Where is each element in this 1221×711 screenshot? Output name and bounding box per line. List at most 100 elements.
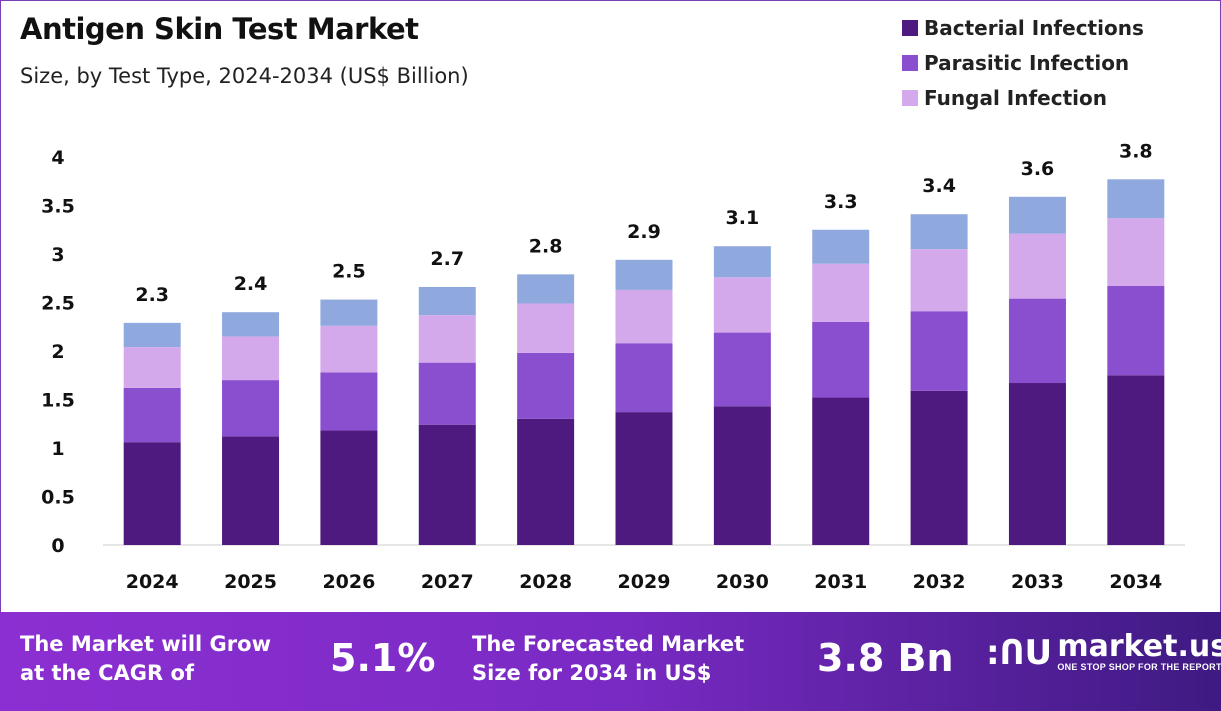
bar-segment — [615, 289, 673, 344]
bar-segment — [812, 397, 870, 545]
legend-swatch — [902, 19, 918, 36]
bar-segment — [517, 418, 575, 545]
bar-segment — [1107, 218, 1165, 287]
bar-segment — [713, 406, 771, 545]
total-label: 3.6 — [1021, 158, 1055, 180]
total-label: 2.8 — [529, 235, 563, 257]
x-tick-label: 2026 — [322, 571, 375, 593]
bar-segment — [910, 214, 968, 250]
bar-segment — [123, 347, 181, 388]
bar-segment — [910, 390, 968, 545]
market-us-logo: :ՈՍ market.us ONE STOP SHOP FOR THE REPOR… — [986, 632, 1221, 673]
cagr-label: The Market will Grow at the CAGR of — [20, 630, 271, 688]
bar-segment — [222, 436, 280, 545]
y-tick-label: 4 — [51, 147, 64, 169]
legend-label: Fungal Infection — [924, 85, 1107, 110]
bar-segment — [123, 322, 181, 348]
total-label: 3.1 — [726, 207, 760, 229]
legend: Bacterial Infections Parasitic Infection… — [902, 10, 1144, 115]
total-label: 2.4 — [234, 273, 268, 295]
y-tick-label: 3.5 — [41, 196, 75, 218]
x-tick-label: 2033 — [1011, 571, 1064, 593]
bar-segment — [123, 442, 181, 545]
chart-subtitle: Size, by Test Type, 2024-2034 (US$ Billi… — [20, 64, 469, 88]
legend-label: Bacterial Infections — [924, 15, 1144, 40]
bar-segment — [320, 372, 378, 431]
logo-tagline: ONE STOP SHOP FOR THE REPORTS — [1057, 662, 1221, 672]
x-tick-label: 2027 — [421, 571, 474, 593]
total-label: 2.3 — [135, 284, 169, 306]
forecast-value: 3.8 Bn — [817, 636, 954, 680]
x-tick-label: 2025 — [224, 571, 277, 593]
bar-segment — [222, 336, 280, 381]
y-tick-label: 1.5 — [41, 390, 75, 412]
bar-segment — [517, 303, 575, 353]
x-tick-label: 2028 — [519, 571, 572, 593]
legend-swatch — [902, 89, 918, 106]
bar-segment — [418, 424, 476, 545]
bar-segment — [222, 312, 280, 337]
y-tick-label: 0.5 — [41, 487, 75, 509]
legend-item-parasitic: Parasitic Infection — [902, 45, 1144, 80]
legend-item-bacterial: Bacterial Infections — [902, 10, 1144, 45]
y-tick-label: 3 — [51, 244, 64, 266]
total-label: 2.7 — [430, 248, 464, 270]
bar-segment — [812, 229, 870, 264]
y-tick-label: 0 — [51, 535, 64, 557]
bar-segment — [1107, 179, 1165, 219]
bar-segment — [615, 412, 673, 545]
x-tick-label: 2031 — [814, 571, 867, 593]
bar-segment — [1008, 298, 1066, 384]
cagr-label-line: The Market will Grow — [20, 632, 271, 656]
y-tick-label: 2.5 — [41, 293, 75, 315]
bar-chart: 0 0.5 1 1.5 2 2.5 3 3.5 4 2.3 2024 2.4 2025 2.5 2026 2.… — [41, 140, 1185, 593]
bar-segment — [910, 249, 968, 312]
bar-segment — [713, 246, 771, 278]
cagr-label-line: at the CAGR of — [20, 661, 195, 685]
bar-segment — [320, 325, 378, 373]
total-label: 2.5 — [332, 261, 366, 283]
logo-name: market.us — [1057, 629, 1221, 664]
y-tick-label: 1 — [51, 438, 64, 460]
bar-segment — [615, 343, 673, 413]
total-label: 3.8 — [1119, 140, 1153, 162]
legend-swatch — [902, 54, 918, 71]
legend-item-fungal: Fungal Infection — [902, 80, 1144, 115]
total-label: 2.9 — [627, 221, 661, 243]
x-tick-label: 2029 — [618, 571, 671, 593]
bar-segment — [418, 362, 476, 425]
logo-mark-icon: :ՈՍ — [986, 632, 1050, 673]
bar-segment — [1008, 233, 1066, 299]
bar-segment — [713, 277, 771, 333]
bar-segment — [123, 387, 181, 443]
x-tick-label: 2034 — [1109, 571, 1162, 593]
bar-segment — [222, 380, 280, 437]
x-tick-label: 2030 — [716, 571, 769, 593]
forecast-label-line: The Forecasted Market — [472, 632, 745, 656]
chart-title: Antigen Skin Test Market — [20, 12, 419, 46]
bar-segment — [418, 315, 476, 363]
x-tick-label: 2024 — [126, 571, 179, 593]
bar-segment — [615, 259, 673, 290]
total-label: 3.3 — [824, 191, 858, 213]
y-tick-label: 2 — [51, 341, 64, 363]
total-label: 3.4 — [922, 175, 956, 197]
bar-segment — [320, 299, 378, 326]
footer-banner: The Market will Grow at the CAGR of 5.1% … — [0, 612, 1221, 711]
bar-segment — [517, 274, 575, 304]
bar-segment — [713, 332, 771, 407]
bar-segment — [1107, 375, 1165, 545]
bar-segment — [517, 352, 575, 419]
forecast-label: The Forecasted Market Size for 2034 in US… — [472, 630, 744, 688]
legend-label: Parasitic Infection — [924, 50, 1130, 75]
x-tick-label: 2032 — [913, 571, 966, 593]
bar-segment — [1107, 286, 1165, 376]
bar-segment — [910, 311, 968, 391]
bar-segment — [812, 263, 870, 322]
bar-segment — [812, 321, 870, 398]
bar-segment — [418, 286, 476, 316]
cagr-value: 5.1% — [330, 636, 436, 680]
bar-segment — [1008, 196, 1066, 234]
bar-segment — [320, 430, 378, 545]
forecast-label-line: Size for 2034 in US$ — [472, 661, 712, 685]
